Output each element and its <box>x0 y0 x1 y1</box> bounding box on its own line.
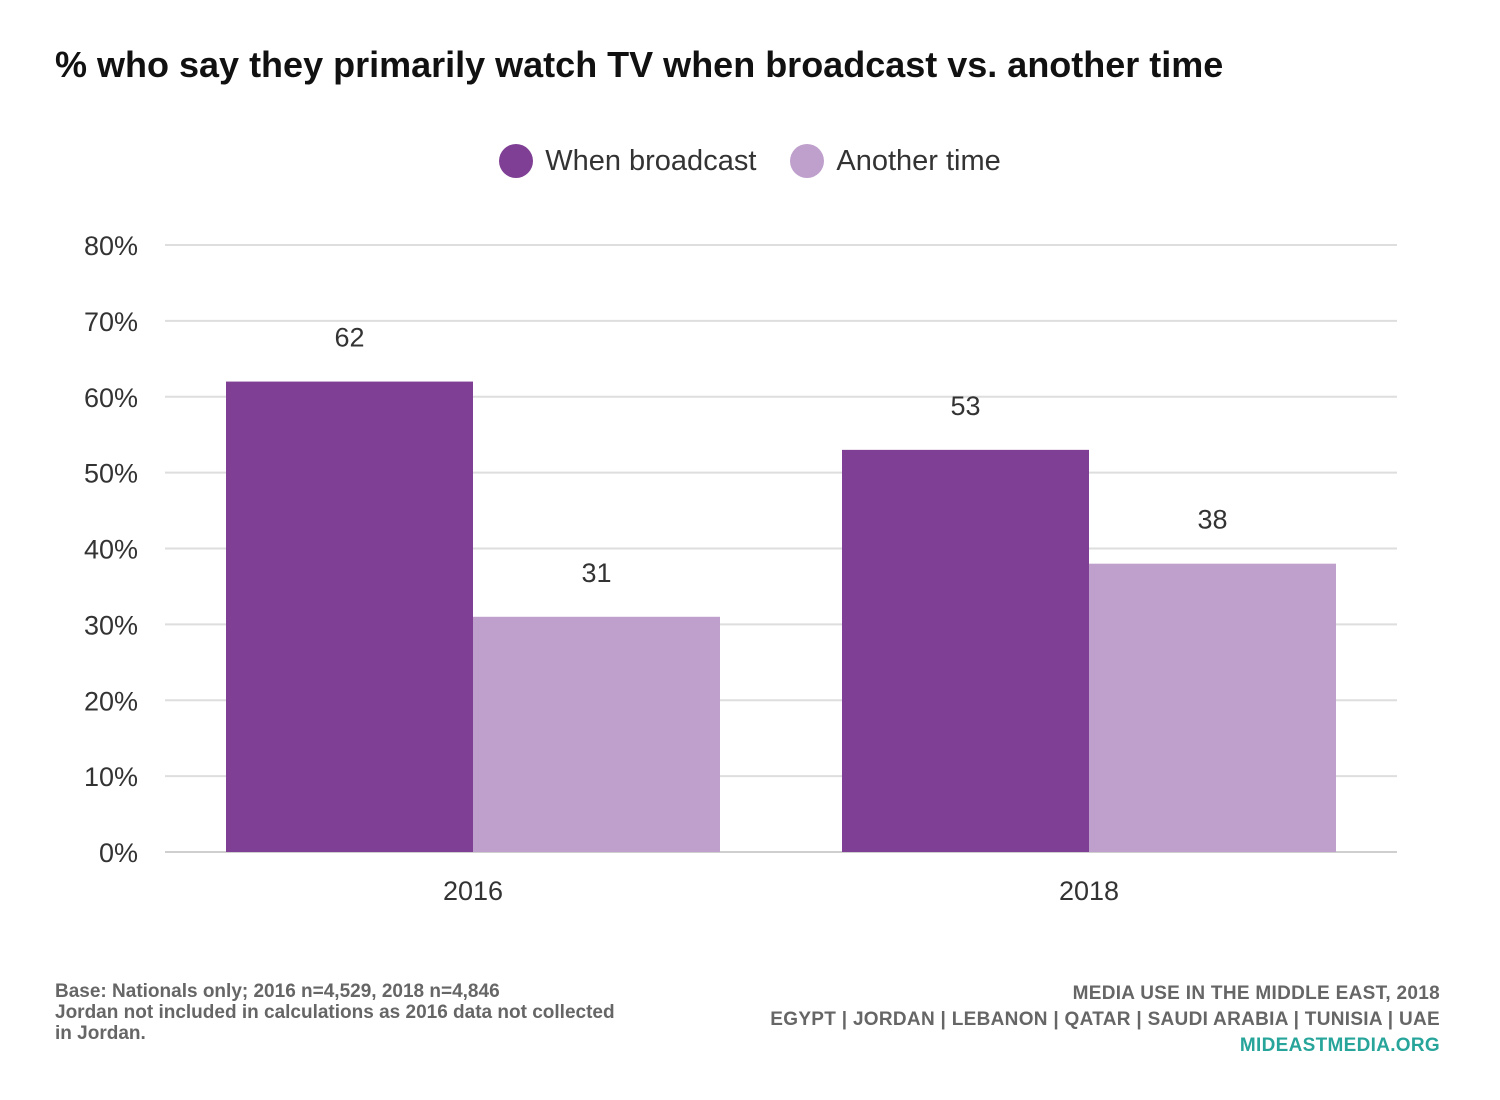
x-tick-label-2016: 2016 <box>443 876 503 906</box>
legend-swatch-another-time <box>790 144 825 178</box>
footer-source: MEDIA USE IN THE MIDDLE EAST, 2018 EGYPT… <box>770 981 1440 1059</box>
footer-base-line-1: Base: Nationals only; 2016 n=4,529, 2018… <box>55 981 500 1002</box>
y-tick-label-2: 20% <box>84 686 138 716</box>
footer-base-line-2: Jordan not included in calculations as 2… <box>55 1002 615 1044</box>
legend-item-another-time: Another time <box>790 144 1001 178</box>
bar-2016-another-time <box>473 616 720 852</box>
footer-base-note: Base: Nationals only; 2016 n=4,529, 2018… <box>55 981 615 1044</box>
bar-2018-another-time <box>1089 563 1336 852</box>
legend-swatch-when-broadcast <box>499 144 534 178</box>
legend-item-when-broadcast: When broadcast <box>499 144 756 178</box>
bar-2018-when-broadcast <box>842 449 1089 852</box>
data-label-2016-when-broadcast: 62 <box>334 323 364 353</box>
y-tick-label-0: 0% <box>99 838 138 868</box>
y-tick-label-3: 30% <box>84 610 138 640</box>
footer-site-link[interactable]: MIDEASTMEDIA.ORG <box>1239 1035 1440 1056</box>
data-label-2018-when-broadcast: 53 <box>950 391 980 421</box>
chart-title: % who say they primarily watch TV when b… <box>55 44 1224 85</box>
footer-source-line-2: EGYPT | JORDAN | LEBANON | QATAR | SAUDI… <box>770 1009 1440 1030</box>
legend-label-another-time: Another time <box>836 144 1001 177</box>
y-tick-label-4: 40% <box>84 535 138 565</box>
x-tick-label-2018: 2018 <box>1059 876 1119 906</box>
y-tick-label-6: 60% <box>84 383 138 413</box>
data-label-2018-another-time: 38 <box>1197 505 1227 535</box>
footer-source-line-1: MEDIA USE IN THE MIDDLE EAST, 2018 <box>1072 983 1440 1004</box>
legend-label-when-broadcast: When broadcast <box>545 144 757 177</box>
legend: When broadcast Another time <box>0 140 1500 182</box>
y-tick-label-5: 50% <box>84 459 138 489</box>
data-label-2016-another-time: 31 <box>581 558 611 588</box>
y-tick-label-1: 10% <box>84 762 138 792</box>
y-tick-label-8: 80% <box>84 231 138 261</box>
y-tick-label-7: 70% <box>84 307 138 337</box>
bar-2016-when-broadcast <box>226 381 473 852</box>
